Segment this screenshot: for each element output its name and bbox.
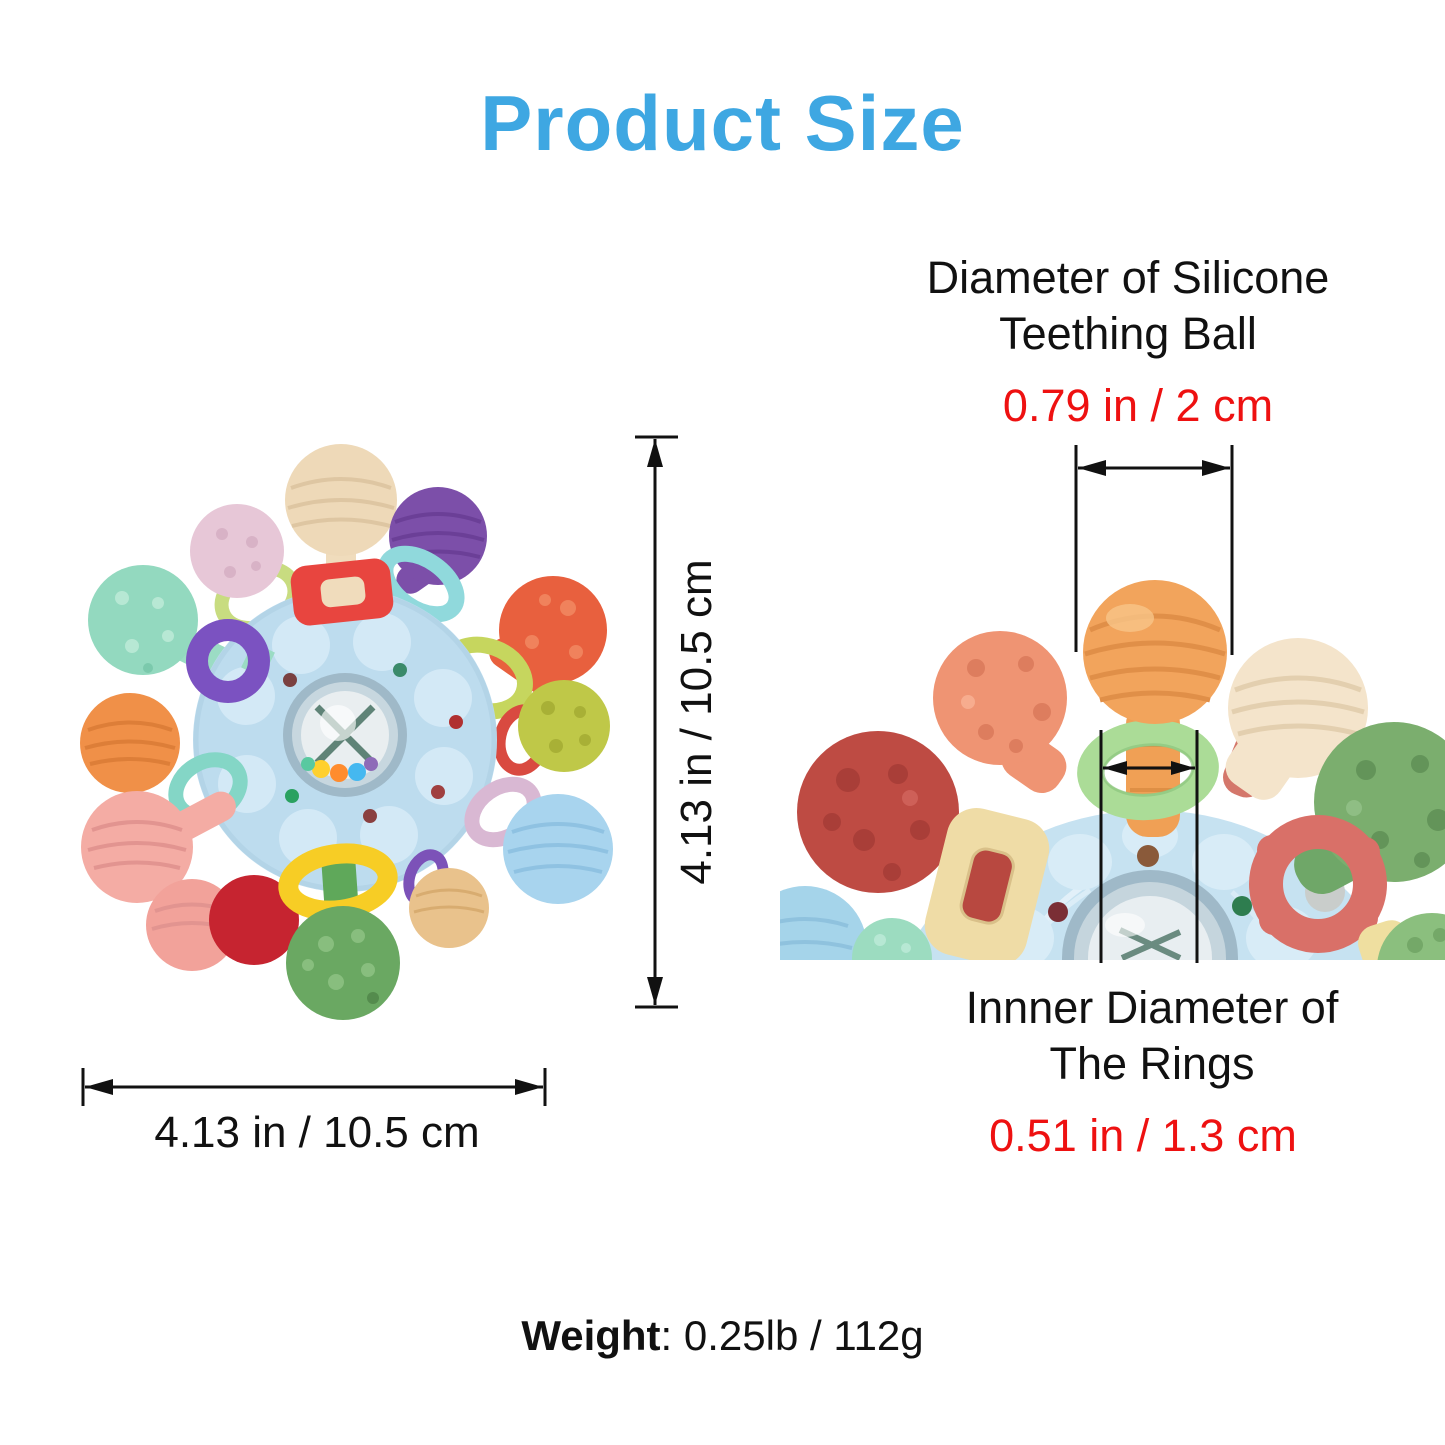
pink-lavender-ball [190, 504, 284, 598]
pink-knob-ball-1 [81, 791, 193, 903]
ring-diameter-dimension-arrow [1099, 730, 1199, 963]
mint-sliver [852, 918, 932, 960]
beige-closeup-ball [1228, 638, 1368, 778]
closeup-illustration [780, 580, 1445, 960]
red-square-ring [290, 558, 394, 626]
weight-label: Weight [521, 1312, 661, 1359]
weight-separator: : [660, 1312, 684, 1359]
ring-diameter-heading-line2: The Rings [1049, 1038, 1255, 1089]
ring-diameter-heading-line1: Innner Diameter of [965, 982, 1339, 1033]
salmon-knob-ball [933, 631, 1067, 765]
purple-ring [186, 619, 275, 703]
beige-knob-ball [285, 444, 397, 556]
weight-value: 0.25lb / 112g [683, 1312, 924, 1359]
darkred-knob-ball [797, 731, 959, 893]
ball-diameter-dimension-arrow [1074, 445, 1234, 655]
width-dimension-label: 4.13 in / 10.5 cm [154, 1108, 480, 1157]
height-dimension-arrow [635, 435, 678, 1009]
width-dimension-arrow [81, 1068, 547, 1106]
coral-knob-ball [499, 576, 607, 684]
red-ball [209, 875, 299, 965]
page-title: Product Size [480, 79, 965, 167]
rattle-window [283, 673, 407, 797]
rattle-bead-blue [348, 763, 366, 781]
mint-knob-ball [88, 565, 198, 675]
orange-knob-ball [80, 693, 180, 793]
green-knob-ball [286, 906, 400, 1020]
green-corner-sliver [1377, 913, 1445, 960]
rattle-bead-orange [330, 764, 348, 782]
olive-ball [518, 680, 610, 772]
skyblue-knob-ball [503, 794, 613, 904]
rattle-ball-illustration [80, 444, 613, 1020]
ring-diameter-value: 0.51 in / 1.3 cm [989, 1110, 1297, 1161]
ball-diameter-heading-line1: Diameter of Silicone [926, 252, 1330, 303]
ring-diameter-heading: Innner Diameter of The Rings [852, 980, 1445, 1092]
closeup-window [1062, 870, 1238, 960]
tan-ball [409, 868, 489, 948]
rattle-bead-purple [364, 757, 378, 771]
green-ring [1077, 719, 1219, 821]
rose-flower-ring [1249, 815, 1387, 953]
ball-diameter-value: 0.79 in / 2 cm [1002, 380, 1274, 431]
yellow-square-ring [924, 808, 1050, 960]
ball-diameter-heading-line2: Teething Ball [999, 308, 1257, 359]
rattle-bead-yellow [312, 760, 330, 778]
rattle-bead-teal [301, 757, 315, 771]
orange-closeup-ball [1083, 580, 1227, 724]
ball-diameter-heading: Diameter of Silicone Teething Ball [828, 250, 1428, 362]
blue-ribbed-sliver [780, 886, 867, 960]
teething-rattle-ball-closeup-photo [780, 580, 1445, 960]
weight-line: Weight: 0.25lb / 112g [0, 1312, 1445, 1360]
teething-rattle-ball-photo [80, 444, 613, 1020]
